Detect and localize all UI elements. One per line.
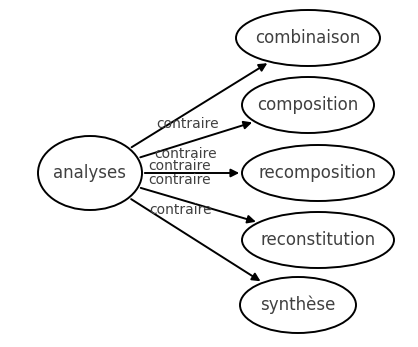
Ellipse shape: [236, 10, 380, 66]
Ellipse shape: [242, 77, 374, 133]
Ellipse shape: [38, 136, 142, 210]
Text: contraire: contraire: [154, 147, 217, 161]
Text: combinaison: combinaison: [255, 29, 361, 47]
Text: recomposition: recomposition: [259, 164, 377, 182]
Text: composition: composition: [257, 96, 359, 114]
Ellipse shape: [240, 277, 356, 333]
Text: synthèse: synthèse: [260, 296, 336, 314]
Text: analyses: analyses: [54, 164, 127, 182]
Text: contraire: contraire: [157, 117, 219, 131]
Text: contraire: contraire: [149, 173, 212, 187]
Text: contraire: contraire: [149, 159, 212, 173]
Text: reconstitution: reconstitution: [260, 231, 375, 249]
Ellipse shape: [242, 212, 394, 268]
Text: contraire: contraire: [150, 203, 212, 217]
Ellipse shape: [242, 145, 394, 201]
